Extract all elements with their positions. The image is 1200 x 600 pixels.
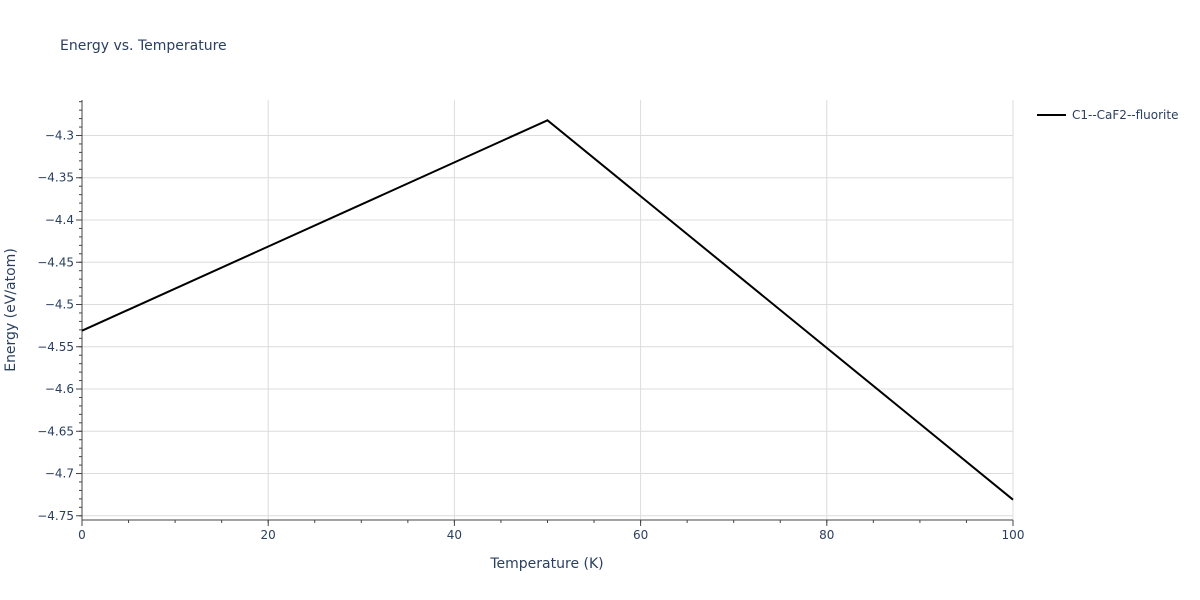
series-line [81,119,1014,501]
y-tick-label: −4.5 [45,298,74,312]
grid-layer [82,100,1014,520]
x-tick-label: 80 [819,528,834,542]
x-axis-ticks: 0 20 40 60 80 100 [78,520,1024,542]
y-tick-label: −4.65 [37,424,74,438]
legend-label[interactable]: C1--CaF2--fluorite [1072,108,1178,122]
y-tick-label: −4.75 [37,509,74,523]
x-tick-label: 20 [261,528,276,542]
y-tick-label: −4.3 [45,128,74,142]
minor-ticks [79,101,1014,523]
y-axis-title: Energy (eV/atom) [3,248,19,372]
x-tick-label: 40 [447,528,462,542]
y-tick-label: −4.6 [45,382,74,396]
y-tick-label: −4.55 [37,340,74,354]
y-axis-ticks: −4.3 −4.35 −4.4 −4.45 −4.5 −4.55 −4.6 −4.65 −4.7… [37,128,82,523]
y-tick-label: −4.7 [45,467,74,481]
chart-title: Energy vs. Temperature [60,38,227,54]
series-layer [81,119,1014,501]
x-tick-label: 0 [78,528,86,542]
x-tick-label: 100 [1002,528,1025,542]
legend[interactable]: C1--CaF2--fluorite [1037,108,1178,122]
y-tick-label: −4.45 [37,255,74,269]
x-axis-title: Temperature (K) [489,556,603,572]
y-tick-label: −4.35 [37,171,74,185]
y-tick-label: −4.4 [45,213,74,227]
x-tick-label: 60 [633,528,648,542]
